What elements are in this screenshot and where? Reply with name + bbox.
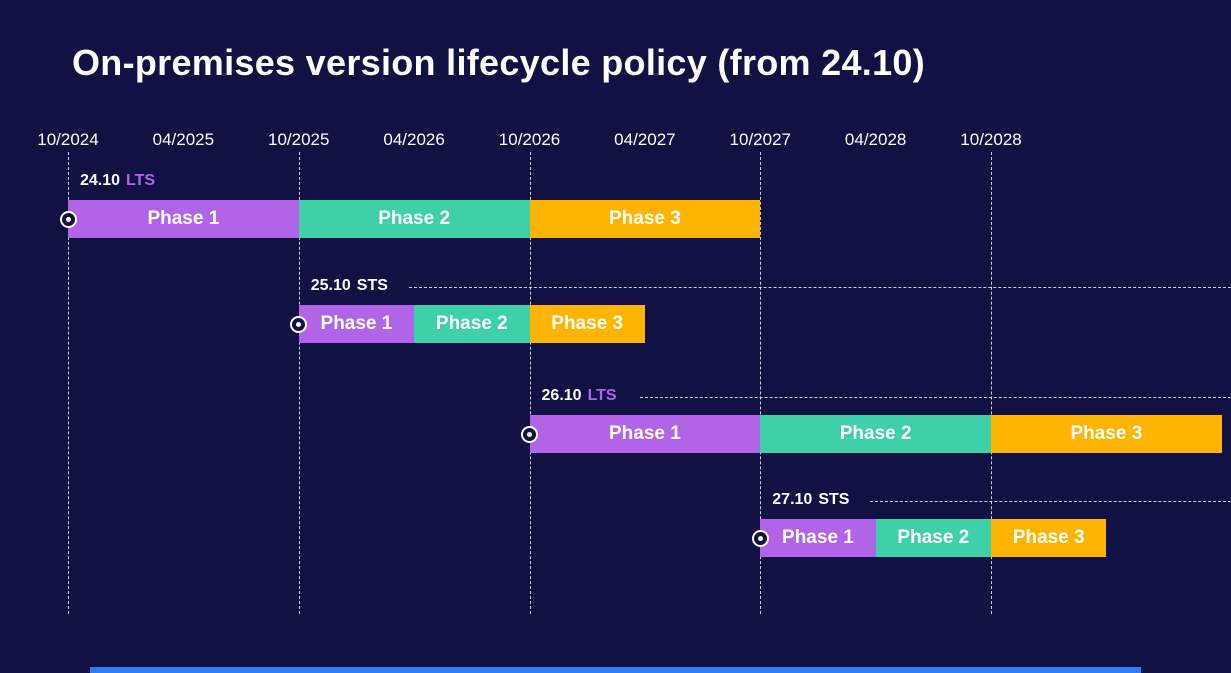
page-title: On-premises version lifecycle policy (fr… bbox=[72, 42, 926, 83]
phase-bar: Phase 3 bbox=[529, 200, 761, 238]
phase-bar: Phase 3 bbox=[991, 415, 1222, 453]
release-label: 24.10 LTS bbox=[80, 172, 155, 190]
phase-bar: Phase 1 bbox=[529, 415, 761, 453]
axis-tick-label: 04/2026 bbox=[383, 130, 445, 149]
release-channel: LTS bbox=[587, 387, 617, 404]
timeline-gridline bbox=[991, 152, 993, 614]
release-leader-line bbox=[639, 397, 1231, 398]
timeline-gridline bbox=[298, 152, 300, 614]
axis-tick-label: 10/2028 bbox=[960, 130, 1022, 149]
release-label: 27.10 STS bbox=[772, 491, 849, 509]
footer-accent-bar bbox=[90, 667, 1141, 673]
release-start-marker bbox=[290, 315, 308, 333]
release-leader-line bbox=[408, 287, 1231, 288]
phase-bar: Phase 2 bbox=[760, 415, 992, 453]
phase-bar: Phase 1 bbox=[68, 200, 299, 238]
phase-bar: Phase 3 bbox=[529, 305, 645, 343]
axis-tick-label: 10/2025 bbox=[268, 130, 330, 149]
axis-tick-label: 10/2024 bbox=[37, 130, 99, 149]
release-start-marker bbox=[59, 210, 77, 228]
phase-bar: Phase 3 bbox=[991, 519, 1107, 557]
release-start-marker bbox=[751, 529, 769, 547]
phase-bar: Phase 1 bbox=[760, 519, 876, 557]
release-channel: STS bbox=[356, 277, 388, 294]
release-start-marker bbox=[521, 425, 539, 443]
phase-bar: Phase 1 bbox=[298, 305, 415, 343]
release-version: 26.10 bbox=[541, 387, 582, 404]
release-version: 27.10 bbox=[772, 491, 813, 508]
release-channel: LTS bbox=[126, 172, 156, 189]
phase-bar: Phase 2 bbox=[875, 519, 992, 557]
release-channel: STS bbox=[818, 491, 850, 508]
axis-tick-label: 10/2026 bbox=[498, 130, 561, 149]
phase-bar: Phase 2 bbox=[414, 305, 530, 343]
timeline-gridline bbox=[529, 152, 531, 614]
axis-tick-label: 04/2028 bbox=[844, 130, 907, 149]
release-version: 24.10 bbox=[80, 172, 121, 189]
axis-tick-label: 04/2025 bbox=[152, 130, 215, 149]
release-leader-line bbox=[870, 501, 1231, 502]
timeline-gridline bbox=[68, 152, 69, 614]
axis-tick-label: 04/2027 bbox=[614, 130, 676, 149]
release-label: 25.10 STS bbox=[311, 277, 388, 295]
release-version: 25.10 bbox=[310, 277, 351, 294]
phase-bar: Phase 2 bbox=[298, 200, 530, 238]
timeline-gridline bbox=[760, 152, 762, 614]
release-label: 26.10 LTS bbox=[542, 387, 617, 405]
axis-tick-label: 10/2027 bbox=[729, 130, 791, 149]
